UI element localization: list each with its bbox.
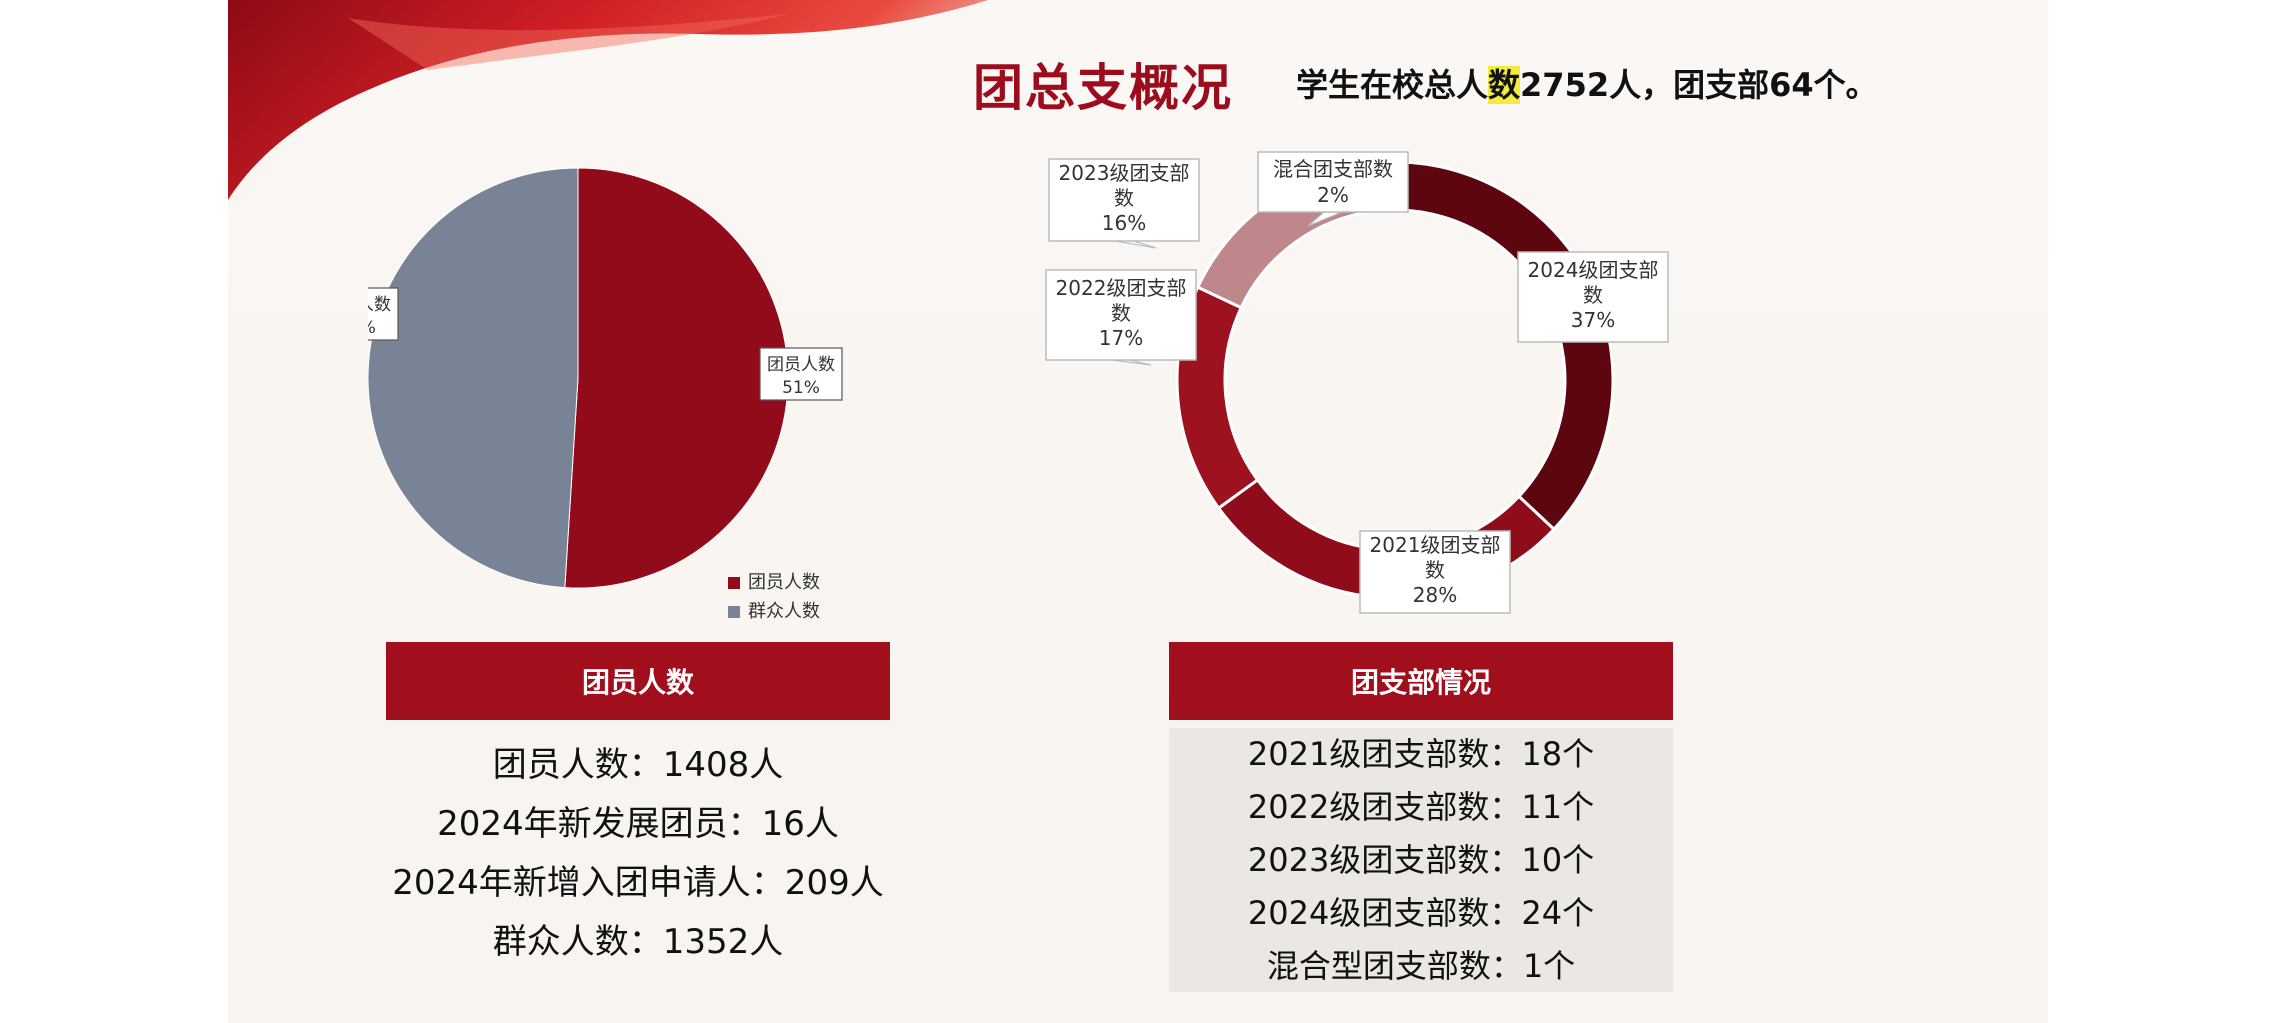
- branch-stats: 2021级团支部数：18个 2022级团支部数：11个 2023级团支部数：10…: [1169, 728, 1673, 992]
- donut-label-value: 17%: [1099, 326, 1143, 350]
- pie-slice: [368, 167, 579, 589]
- donut-label-name: 数: [1111, 301, 1131, 325]
- stat-line: 2024年新发展团员：16人: [437, 804, 839, 844]
- branch-donut-chart: 2024级团支部数37%2021级团支部数28%2022级团支部数17%2023…: [1045, 151, 1669, 614]
- donut-label-name: 数: [1114, 186, 1134, 210]
- pie-slice: [564, 167, 789, 589]
- label-box: [1257, 151, 1409, 213]
- stat-line: 团员人数：1408人: [492, 745, 784, 785]
- pie-label-value: 49%: [368, 318, 376, 338]
- pie-label-name: 群众人数: [368, 295, 391, 315]
- branch-line: 混合型团支部数：1个: [1266, 947, 1576, 985]
- branch-line: 2022级团支部数：11个: [1247, 788, 1595, 826]
- member-stats: 团员人数：1408人 2024年新发展团员：16人 2024年新增入团申请人：2…: [386, 736, 890, 972]
- label-box: [1048, 158, 1200, 242]
- donut-label-name: 混合团支部数: [1273, 157, 1393, 181]
- legend-label: 团员人数: [748, 572, 820, 593]
- pie-data-label: 团员人数 51%: [759, 347, 843, 401]
- donut-segment: [1393, 160, 1615, 532]
- stat-line: 2024年新增入团申请人：209人: [392, 863, 884, 903]
- highlighted-char: 数: [1488, 66, 1521, 104]
- label-box: [759, 347, 843, 401]
- donut-label-value: 37%: [1571, 308, 1615, 332]
- pie-label-name: 团员人数: [767, 355, 835, 375]
- pie-label-value: 51%: [782, 378, 820, 398]
- donut-label-name: 2021级团支部: [1370, 533, 1501, 557]
- branch-status-header: 团支部情况: [1169, 642, 1673, 720]
- label-box: [1517, 251, 1669, 343]
- branch-line: 2021级团支部数：18个: [1247, 735, 1595, 773]
- legend-swatch: [728, 577, 740, 589]
- label-box: [1359, 530, 1511, 614]
- donut-label-name: 2023级团支部: [1059, 161, 1190, 185]
- donut-label-name: 数: [1425, 558, 1445, 582]
- page-title: 团总支概况: [973, 59, 1233, 117]
- branch-line: 2024级团支部数：24个: [1247, 894, 1595, 932]
- donut-label-name: 2022级团支部: [1056, 276, 1187, 300]
- legend-swatch: [728, 606, 740, 618]
- label-box: [1045, 269, 1197, 361]
- donut-label-value: 16%: [1102, 211, 1146, 235]
- slide: 团总支概况 学生在校总人数2752人，团支部64个。 团员人数 51% 群众人数 49…: [228, 0, 2048, 1023]
- pie-data-label: 群众人数 49%: [368, 287, 399, 341]
- legend-label: 群众人数: [748, 601, 820, 622]
- donut-label-value: 28%: [1413, 583, 1457, 607]
- donut-label-name: 2024级团支部: [1528, 258, 1659, 282]
- label-pointer: [1114, 240, 1157, 249]
- red-ribbon-decoration: [228, 0, 988, 200]
- branch-line: 2023级团支部数：10个: [1247, 841, 1595, 879]
- donut-label-name: 数: [1583, 283, 1603, 307]
- summary-subtitle: 学生在校总人数2752人，团支部64个。: [1296, 66, 1878, 104]
- member-count-header: 团员人数: [386, 642, 890, 720]
- donut-label-value: 2%: [1317, 183, 1349, 207]
- label-box: [368, 287, 399, 341]
- stat-line: 群众人数：1352人: [492, 922, 784, 962]
